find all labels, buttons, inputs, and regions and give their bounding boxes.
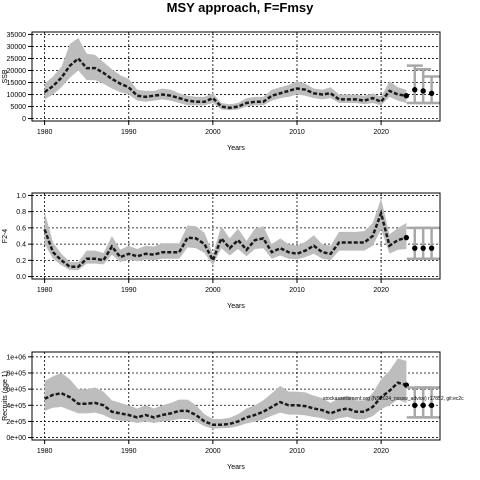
f-y-axis-label: F2-4 <box>2 229 9 244</box>
f-x-tick-label: 2010 <box>289 287 305 294</box>
recruits-y-tick-label: 4e+05 <box>6 403 26 410</box>
ssb-y-tick-label: 10000 <box>7 92 27 99</box>
recruits-y-tick-label: 1e+06 <box>6 354 26 361</box>
f-x-tick-label: 1990 <box>121 287 137 294</box>
f-y-tick-label: 0.4 <box>16 242 26 249</box>
recruits-y-axis-label: Recruits (age 1) <box>2 371 9 421</box>
recruits-y-tick-label: 6e+05 <box>6 387 26 394</box>
recruits-x-tick-label: 1990 <box>121 448 137 455</box>
ssb-projection-point <box>412 87 418 93</box>
f-y-tick-label: 1.0 <box>16 193 26 200</box>
ssb-panel: 1980 1990 2000 2010 2020 0 5000 10000 15000 20000… <box>2 31 441 152</box>
recruitment-panel: 1980 1990 2000 2010 2020 0e+00 2e+05 4e+05 6e+05… <box>2 351 464 471</box>
ssb-plot-frame <box>31 31 441 122</box>
ssb-confidence-band <box>44 38 407 111</box>
f-y-tick-label: 0.8 <box>16 209 26 216</box>
ssb-y-tick-label: 35000 <box>7 32 27 39</box>
f-last-estimate-point <box>403 234 410 241</box>
fishing-mortality-panel: 1980 1990 2000 2010 2020 0.0 0.2 0.4 0.6 0.8 1.0 Ye… <box>2 192 441 310</box>
ssb-y-tick-label: 20000 <box>7 68 27 75</box>
ssb-projection-point <box>420 88 426 94</box>
recruits-x-tick-label: 2010 <box>289 448 305 455</box>
recruits-x-tick-label: 2000 <box>205 448 221 455</box>
recruits-y-tick-label: 8e+05 <box>6 370 26 377</box>
f-projection-point <box>412 245 418 251</box>
ssb-estimate-line <box>43 56 407 110</box>
ssb-x-tick-label: 2010 <box>289 129 305 136</box>
recruits-x-axis-label: Years <box>227 464 245 471</box>
recruits-estimate-line <box>44 381 407 426</box>
ssb-x-tick-label: 1980 <box>37 129 53 136</box>
recruits-x-tick-label: 2020 <box>373 448 389 455</box>
f-projection-point <box>428 245 435 251</box>
ssb-projection-point <box>428 90 435 97</box>
ssb-y-tick-label: 15000 <box>7 80 27 87</box>
ssb-y-tick-label: 0 <box>22 116 26 123</box>
f-y-tick-label: 0.0 <box>16 274 26 281</box>
f-estimate-line <box>43 209 407 269</box>
ssb-x-axis-label: Years <box>227 145 245 152</box>
ssb-y-axis-label: SSB <box>2 69 9 83</box>
recruits-plot-frame <box>31 351 441 441</box>
recruits-y-tick-label: 0e+00 <box>6 435 26 442</box>
f-plot-frame <box>31 192 441 280</box>
f-x-tick-label: 2000 <box>205 287 221 294</box>
recruits-projection-point <box>428 402 435 408</box>
recruits-annotation: stockassessment.org (NS2024_nsssw_advice… <box>323 396 464 402</box>
f-x-tick-label: 2020 <box>373 287 389 294</box>
f-confidence-band <box>44 198 407 271</box>
ssb-last-estimate-point <box>403 93 410 99</box>
recruits-x-tick-label: 1980 <box>37 448 53 455</box>
f-y-tick-label: 0.2 <box>16 258 26 265</box>
ssb-x-tick-label: 2000 <box>205 129 221 136</box>
f-x-tick-label: 1980 <box>37 287 53 294</box>
recruits-confidence-band <box>44 358 407 429</box>
recruits-projection-point <box>412 402 418 408</box>
ssb-y-tick-label: 30000 <box>7 44 27 51</box>
f-x-axis-label: Years <box>227 303 245 310</box>
page-title: MSY approach, F=Fmsy <box>166 0 314 15</box>
ssb-x-tick-label: 1990 <box>121 129 137 136</box>
ssb-y-tick-label: 25000 <box>7 56 27 63</box>
recruits-y-tick-label: 2e+05 <box>6 419 26 426</box>
recruits-projection-point <box>420 402 426 408</box>
ssb-y-tick-label: 5000 <box>10 104 26 111</box>
f-projection-point <box>420 245 426 251</box>
f-y-tick-label: 0.6 <box>16 225 26 232</box>
ssb-x-tick-label: 2020 <box>373 129 389 136</box>
